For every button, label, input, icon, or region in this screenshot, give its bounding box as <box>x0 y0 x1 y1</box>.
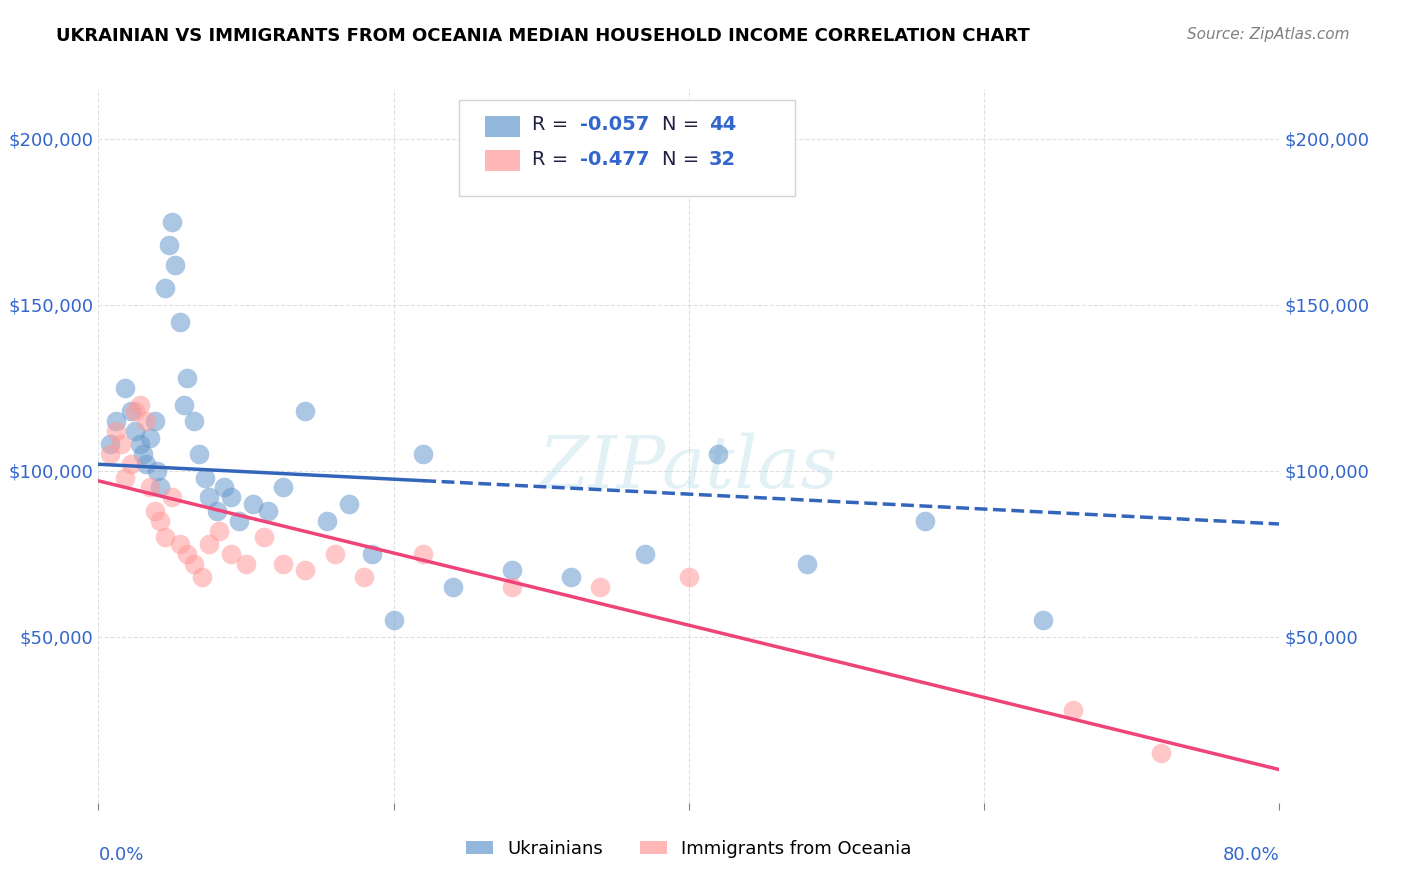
Point <box>139 431 162 445</box>
Point <box>208 524 231 538</box>
Point <box>114 470 136 484</box>
Point <box>143 504 166 518</box>
Point <box>353 570 375 584</box>
Text: 32: 32 <box>709 150 737 169</box>
Text: -0.057: -0.057 <box>581 115 650 135</box>
Point <box>194 470 217 484</box>
Point <box>98 437 121 451</box>
Legend: Ukrainians, Immigrants from Oceania: Ukrainians, Immigrants from Oceania <box>460 833 918 865</box>
Point <box>271 557 294 571</box>
Point <box>257 504 280 518</box>
Point <box>360 547 382 561</box>
Point <box>187 447 209 461</box>
Point <box>124 404 146 418</box>
Point <box>120 457 142 471</box>
Point <box>294 404 316 418</box>
Point <box>176 371 198 385</box>
Point <box>1062 703 1084 717</box>
Text: UKRAINIAN VS IMMIGRANTS FROM OCEANIA MEDIAN HOUSEHOLD INCOME CORRELATION CHART: UKRAINIAN VS IMMIGRANTS FROM OCEANIA MED… <box>56 27 1031 45</box>
Point <box>132 447 155 461</box>
Bar <box>485 150 520 171</box>
Point <box>242 497 264 511</box>
Point <box>114 381 136 395</box>
Text: N =: N = <box>662 150 706 169</box>
Point <box>441 580 464 594</box>
Point <box>157 238 180 252</box>
Point <box>228 514 250 528</box>
Point <box>105 414 128 428</box>
Point <box>1150 746 1173 760</box>
Point <box>135 457 157 471</box>
Point <box>165 258 187 272</box>
Point <box>110 437 132 451</box>
Point <box>128 437 150 451</box>
Point <box>169 314 191 328</box>
Point <box>153 281 176 295</box>
Text: ZIPatlas: ZIPatlas <box>538 432 839 503</box>
Point <box>212 481 235 495</box>
Point <box>1032 613 1054 627</box>
Point <box>162 215 183 229</box>
Point <box>678 570 700 584</box>
Point <box>198 537 221 551</box>
Point <box>707 447 730 461</box>
Point <box>633 547 655 561</box>
Point <box>183 557 205 571</box>
Point <box>128 397 150 411</box>
Text: R =: R = <box>531 115 575 135</box>
FancyBboxPatch shape <box>458 100 796 196</box>
Point <box>124 424 146 438</box>
Point <box>98 447 121 461</box>
Point <box>253 530 276 544</box>
Point <box>183 414 205 428</box>
Point <box>149 481 172 495</box>
Point <box>162 491 183 505</box>
Point <box>219 491 242 505</box>
Text: 80.0%: 80.0% <box>1223 846 1279 863</box>
Point <box>191 570 214 584</box>
Point <box>205 504 228 518</box>
Point <box>198 491 221 505</box>
Point <box>323 547 346 561</box>
Point <box>169 537 191 551</box>
Point <box>176 547 198 561</box>
Point <box>501 564 523 578</box>
Point <box>139 481 162 495</box>
Point <box>796 557 818 571</box>
Point <box>382 613 405 627</box>
Point <box>412 547 434 561</box>
Text: -0.477: -0.477 <box>581 150 650 169</box>
Point <box>120 404 142 418</box>
Point <box>271 481 294 495</box>
Point <box>914 514 936 528</box>
Text: R =: R = <box>531 150 575 169</box>
Point <box>143 414 166 428</box>
Point <box>153 530 176 544</box>
Point <box>501 580 523 594</box>
Text: N =: N = <box>662 115 706 135</box>
Point <box>235 557 257 571</box>
Text: Source: ZipAtlas.com: Source: ZipAtlas.com <box>1187 27 1350 42</box>
Point <box>589 580 612 594</box>
Point <box>173 397 195 411</box>
Point <box>149 514 172 528</box>
Text: 44: 44 <box>709 115 737 135</box>
Point <box>294 564 316 578</box>
Point <box>219 547 242 561</box>
Point <box>316 514 339 528</box>
Point <box>135 414 157 428</box>
Point <box>339 497 360 511</box>
Point <box>105 424 128 438</box>
Bar <box>485 116 520 137</box>
Text: 0.0%: 0.0% <box>98 846 143 863</box>
Point <box>412 447 434 461</box>
Point <box>146 464 169 478</box>
Point <box>560 570 582 584</box>
